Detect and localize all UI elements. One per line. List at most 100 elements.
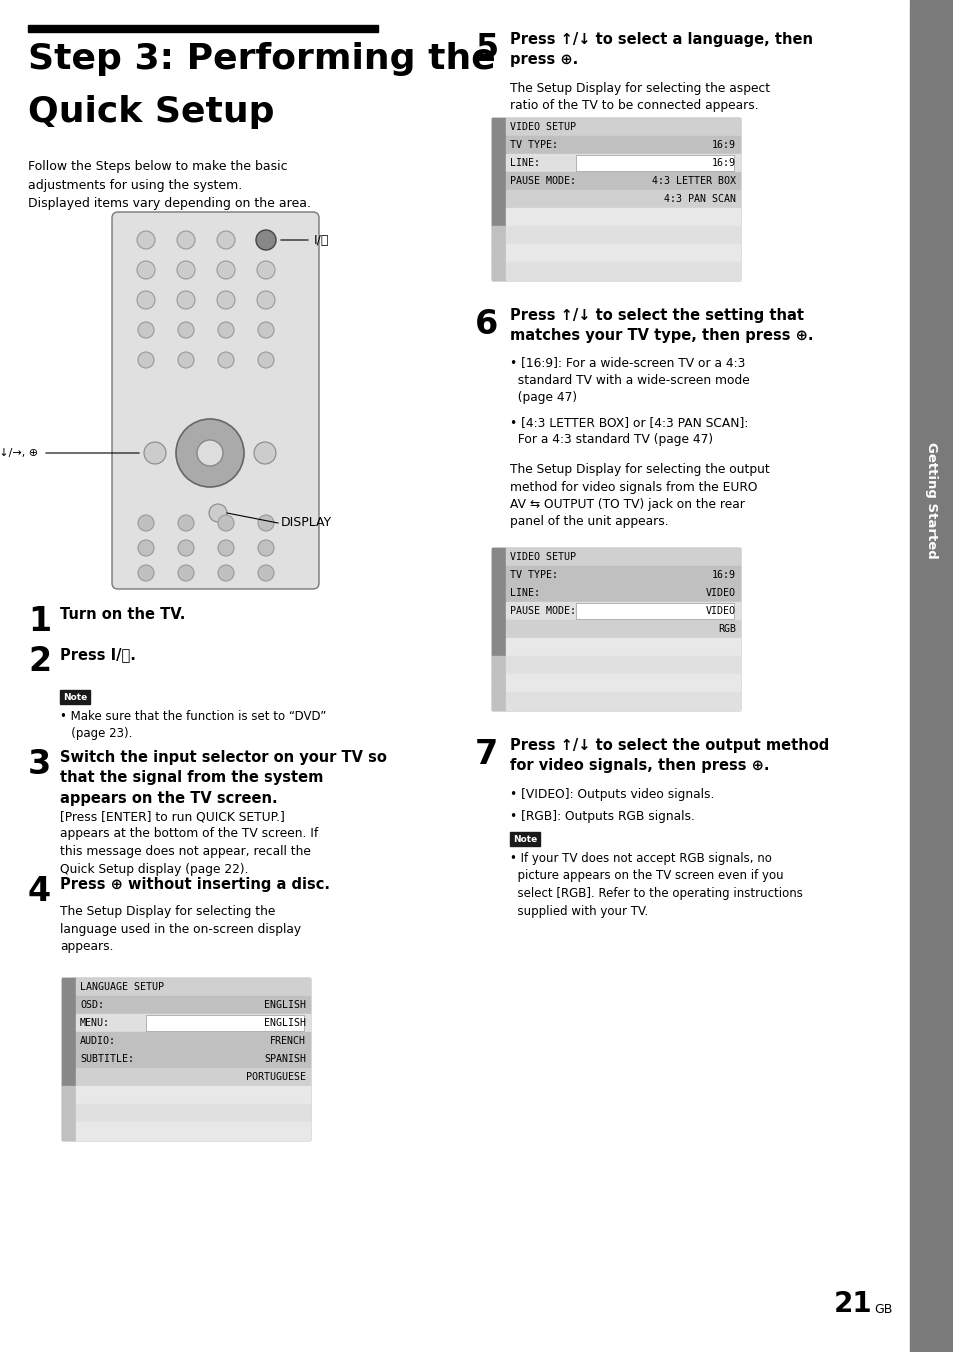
Text: VIDEO: VIDEO xyxy=(705,588,735,598)
Circle shape xyxy=(178,322,193,338)
Text: I/⏻: I/⏻ xyxy=(314,234,329,246)
Bar xyxy=(62,1014,76,1032)
Text: 4:3 PAN SCAN: 4:3 PAN SCAN xyxy=(663,193,735,204)
Circle shape xyxy=(256,261,274,279)
Bar xyxy=(28,24,377,32)
Bar xyxy=(492,675,505,692)
Text: 16:9: 16:9 xyxy=(711,158,735,168)
Circle shape xyxy=(177,231,194,249)
Circle shape xyxy=(137,261,154,279)
Text: OSD:: OSD: xyxy=(80,1000,104,1010)
Bar xyxy=(505,675,740,692)
Text: ←/↑/↓/→, ⊕: ←/↑/↓/→, ⊕ xyxy=(0,448,38,458)
Circle shape xyxy=(216,291,234,310)
Bar xyxy=(492,621,505,638)
Text: 2: 2 xyxy=(28,645,51,677)
Circle shape xyxy=(257,352,274,368)
Text: VIDEO SETUP: VIDEO SETUP xyxy=(510,122,576,132)
Bar xyxy=(62,1068,76,1086)
Text: VIDEO: VIDEO xyxy=(705,606,735,617)
Text: • If your TV does not accept RGB signals, no
  picture appears on the TV screen : • If your TV does not accept RGB signals… xyxy=(510,852,802,918)
Bar xyxy=(505,208,740,226)
Circle shape xyxy=(216,231,234,249)
Circle shape xyxy=(138,322,153,338)
Bar xyxy=(62,977,310,1140)
Bar xyxy=(76,1032,310,1051)
Bar xyxy=(60,690,90,704)
Text: Getting Started: Getting Started xyxy=(924,442,938,558)
Text: PAUSE MODE:: PAUSE MODE: xyxy=(510,176,576,187)
Bar xyxy=(62,1032,76,1051)
Bar xyxy=(505,621,740,638)
Bar xyxy=(505,692,740,710)
Circle shape xyxy=(175,419,244,487)
Text: 3: 3 xyxy=(28,748,51,781)
Bar xyxy=(492,191,505,208)
Circle shape xyxy=(138,565,153,581)
Text: 21: 21 xyxy=(833,1290,871,1318)
Bar xyxy=(492,118,740,280)
FancyBboxPatch shape xyxy=(112,212,318,589)
Text: PAUSE MODE:: PAUSE MODE: xyxy=(510,606,576,617)
Bar xyxy=(909,0,953,1352)
Text: DISPLAY: DISPLAY xyxy=(281,516,332,530)
Bar xyxy=(492,262,505,280)
Bar xyxy=(505,262,740,280)
Text: PORTUGUESE: PORTUGUESE xyxy=(246,1072,306,1082)
Text: Quick Setup: Quick Setup xyxy=(28,95,274,128)
Bar xyxy=(76,977,310,996)
Bar xyxy=(492,118,505,137)
Text: GB: GB xyxy=(873,1303,891,1315)
Circle shape xyxy=(144,442,166,464)
Circle shape xyxy=(256,291,274,310)
Circle shape xyxy=(218,322,233,338)
Bar xyxy=(505,172,740,191)
Bar xyxy=(505,118,740,137)
Bar xyxy=(76,1051,310,1068)
Circle shape xyxy=(218,515,233,531)
Bar xyxy=(505,602,740,621)
Bar xyxy=(510,831,539,846)
Text: 16:9: 16:9 xyxy=(711,141,735,150)
Text: LANGUAGE SETUP: LANGUAGE SETUP xyxy=(80,982,164,992)
Bar xyxy=(492,584,505,602)
Text: • [4:3 LETTER BOX] or [4:3 PAN SCAN]:
  For a 4:3 standard TV (page 47): • [4:3 LETTER BOX] or [4:3 PAN SCAN]: Fo… xyxy=(510,416,747,446)
Bar xyxy=(76,1014,310,1032)
Bar xyxy=(492,638,505,656)
Text: 16:9: 16:9 xyxy=(711,571,735,580)
Bar xyxy=(505,584,740,602)
Circle shape xyxy=(257,515,274,531)
Bar xyxy=(505,226,740,243)
Text: 4: 4 xyxy=(28,875,51,909)
Circle shape xyxy=(196,439,223,466)
Text: LINE:: LINE: xyxy=(510,588,539,598)
Circle shape xyxy=(178,539,193,556)
Text: MENU:: MENU: xyxy=(80,1018,110,1028)
Text: Press I/⏻.: Press I/⏻. xyxy=(60,648,135,662)
Text: • [VIDEO]: Outputs video signals.: • [VIDEO]: Outputs video signals. xyxy=(510,788,714,800)
Bar xyxy=(62,1086,76,1105)
Text: ENGLISH: ENGLISH xyxy=(264,1018,306,1028)
Bar xyxy=(576,155,733,170)
Text: TV TYPE:: TV TYPE: xyxy=(510,141,558,150)
Text: The Setup Display for selecting the
language used in the on-screen display
appea: The Setup Display for selecting the lang… xyxy=(60,904,301,953)
Text: AUDIO:: AUDIO: xyxy=(80,1036,116,1046)
Circle shape xyxy=(257,565,274,581)
Bar xyxy=(492,692,505,710)
Bar xyxy=(505,137,740,154)
Text: Press ↑/↓ to select the setting that
matches your TV type, then press ⊕.: Press ↑/↓ to select the setting that mat… xyxy=(510,308,813,343)
Text: Press ↑/↓ to select a language, then
press ⊕.: Press ↑/↓ to select a language, then pre… xyxy=(510,32,812,68)
Circle shape xyxy=(216,261,234,279)
Text: Follow the Steps below to make the basic
adjustments for using the system.
Displ: Follow the Steps below to make the basic… xyxy=(28,160,311,210)
Text: 1: 1 xyxy=(28,604,51,638)
Text: 4:3 LETTER BOX: 4:3 LETTER BOX xyxy=(651,176,735,187)
Text: RGB: RGB xyxy=(718,625,735,634)
Bar xyxy=(62,1122,76,1140)
Bar xyxy=(492,172,505,191)
Bar xyxy=(62,1051,76,1068)
Circle shape xyxy=(177,291,194,310)
Bar xyxy=(76,996,310,1014)
Text: • Make sure that the function is set to “DVD”
   (page 23).: • Make sure that the function is set to … xyxy=(60,710,326,741)
Circle shape xyxy=(137,231,154,249)
Bar xyxy=(62,996,76,1014)
